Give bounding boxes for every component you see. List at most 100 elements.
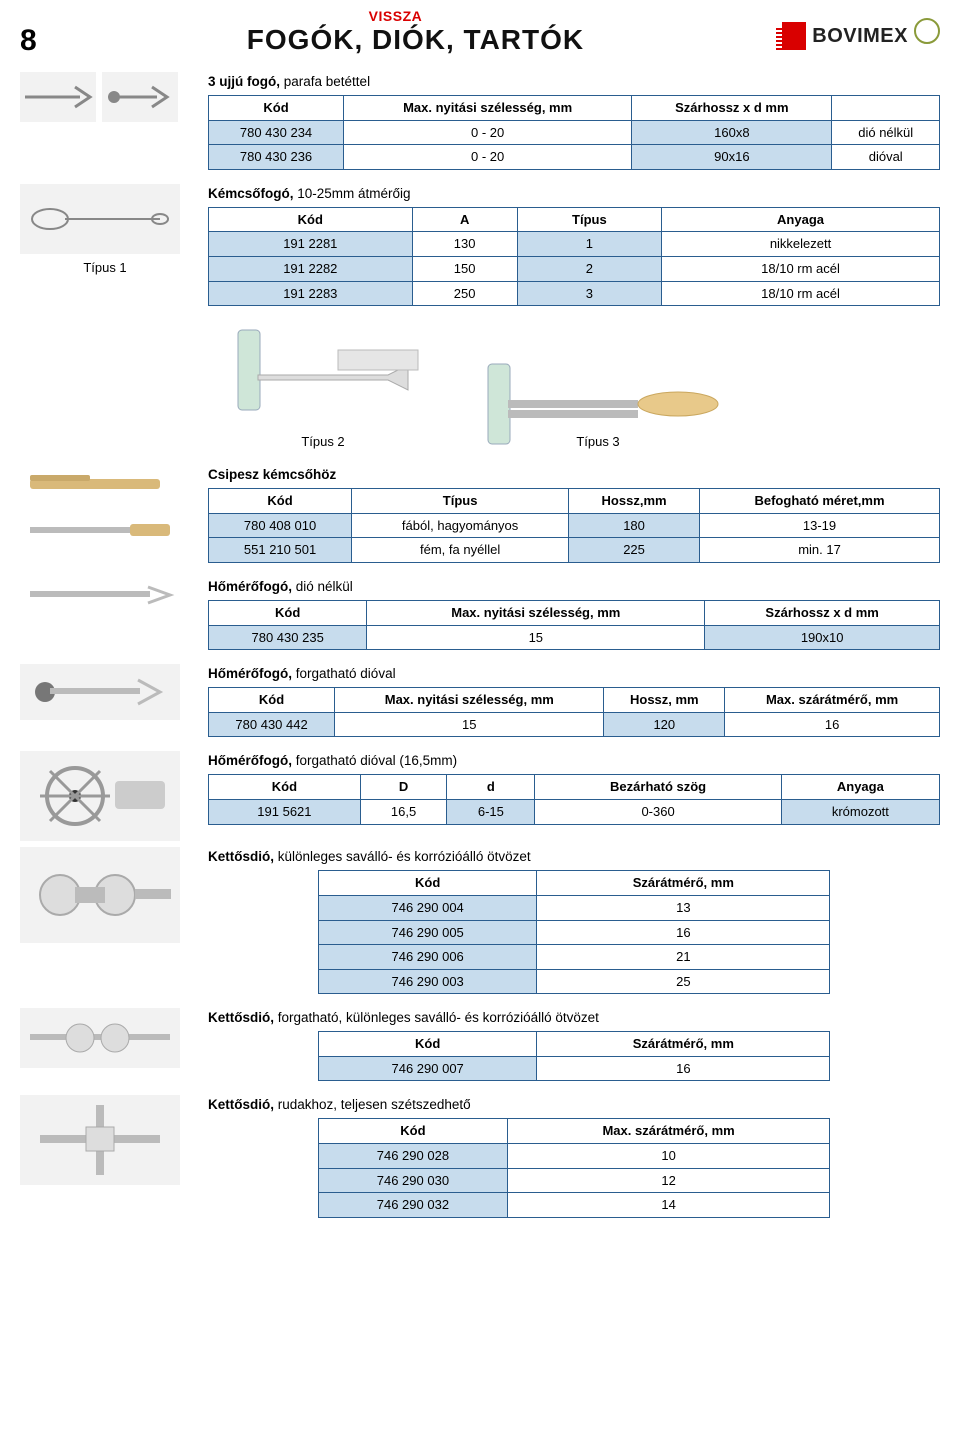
- table-cell: 18/10 rm acél: [662, 256, 940, 281]
- table-cell: 746 290 003: [318, 969, 537, 994]
- section-title: Hőmérőfogó, dió nélkül: [208, 579, 940, 594]
- col-header: Szárhossz x d mm: [705, 600, 940, 625]
- type-label: Típus 2: [208, 434, 438, 449]
- col-header: Kód: [209, 688, 335, 713]
- col-header: Kód: [209, 96, 344, 121]
- section-title: Hőmérőfogó, forgatható dióval: [208, 666, 940, 681]
- table-cell: 25: [537, 969, 830, 994]
- table-cell: 3: [517, 281, 661, 306]
- table-cell: 191 5621: [209, 799, 361, 824]
- col-header: Kód: [318, 1119, 507, 1144]
- table-cell: fém, fa nyéllel: [352, 538, 569, 563]
- table-cell: 746 290 007: [318, 1056, 537, 1081]
- col-header: Típus: [517, 207, 661, 232]
- product-thumb: [102, 72, 178, 122]
- col-header: Max. nyitási szélesség, mm: [335, 688, 604, 713]
- table-cell: 746 290 028: [318, 1144, 507, 1169]
- col-header: Kód: [209, 207, 413, 232]
- table-cell: 12: [508, 1168, 830, 1193]
- table-cell: 10: [508, 1144, 830, 1169]
- table-cell: 746 290 004: [318, 895, 537, 920]
- table-cell: 250: [412, 281, 517, 306]
- table-cell: fából, hagyományos: [352, 513, 569, 538]
- table-cell: 191 2282: [209, 256, 413, 281]
- table-cell: 130: [412, 232, 517, 257]
- col-header: Max. szárátmérő, mm: [725, 688, 940, 713]
- col-header: Max. nyitási szélesség, mm: [367, 600, 705, 625]
- col-header: Anyaga: [781, 775, 939, 800]
- table-s5: Kód Max. nyitási szélesség, mm Hossz, mm…: [208, 687, 940, 737]
- table-cell: 551 210 501: [209, 538, 352, 563]
- table-cell: 16: [537, 1056, 830, 1081]
- product-thumb: [20, 184, 180, 254]
- product-thumb: Típus 2: [208, 320, 438, 449]
- back-link[interactable]: VISSZA: [369, 8, 423, 24]
- product-thumb: Típus 3: [468, 354, 728, 449]
- col-header: Max. nyitási szélesség, mm: [344, 96, 632, 121]
- col-header: Kód: [209, 775, 361, 800]
- table-cell: 90x16: [632, 145, 832, 170]
- table-cell: 780 430 234: [209, 120, 344, 145]
- col-header: D: [360, 775, 447, 800]
- section-title: Hőmérőfogó, forgatható dióval (16,5mm): [208, 753, 940, 768]
- table-cell: 160x8: [632, 120, 832, 145]
- table-cell: 0 - 20: [344, 120, 632, 145]
- col-header: Anyaga: [662, 207, 940, 232]
- table-cell: 15: [367, 625, 705, 650]
- product-thumb: [20, 1008, 180, 1068]
- page-number: 8: [20, 26, 37, 56]
- table-cell: 746 290 005: [318, 920, 537, 945]
- table-cell: 13-19: [700, 513, 940, 538]
- section-title: Kettősdió, forgatható, különleges saváll…: [208, 1010, 940, 1025]
- col-header: Kód: [209, 489, 352, 514]
- col-header: [832, 96, 940, 121]
- table-cell: 15: [335, 712, 604, 737]
- table-cell: krómozott: [781, 799, 939, 824]
- product-thumb: [20, 1095, 180, 1185]
- table-cell: 780 430 235: [209, 625, 367, 650]
- table-cell: 746 290 032: [318, 1193, 507, 1218]
- section-title: 3 ujjú fogó, parafa betéttel: [208, 74, 940, 89]
- table-cell: dióval: [832, 145, 940, 170]
- product-thumb: [20, 72, 96, 122]
- table-cell: 190x10: [705, 625, 940, 650]
- table-s8: Kód Szárátmérő, mm 746 290 00716: [318, 1031, 830, 1081]
- table-cell: dió nélkül: [832, 120, 940, 145]
- table-cell: 191 2281: [209, 232, 413, 257]
- product-thumb: [20, 577, 180, 613]
- brand-logo-icon: [782, 22, 806, 50]
- table-s9: Kód Max. szárátmérő, mm 746 290 02810 74…: [318, 1118, 830, 1217]
- table-cell: nikkelezett: [662, 232, 940, 257]
- table-cell: 6-15: [447, 799, 535, 824]
- col-header: Hossz,mm: [569, 489, 700, 514]
- table-s6: Kód D d Bezárható szög Anyaga 191 5621 1…: [208, 774, 940, 824]
- table-cell: 180: [569, 513, 700, 538]
- table-cell: 2: [517, 256, 661, 281]
- seal-icon: [914, 18, 940, 44]
- table-s4: Kód Max. nyitási szélesség, mm Szárhossz…: [208, 600, 940, 650]
- table-s3: Kód Típus Hossz,mm Befogható méret,mm 78…: [208, 488, 940, 563]
- product-thumb: [20, 465, 180, 505]
- page-header: 8 VISSZA FOGÓK, DIÓK, TARTÓK BOVIMEX: [20, 8, 940, 56]
- table-cell: 150: [412, 256, 517, 281]
- table-cell: 120: [604, 712, 725, 737]
- table-cell: 14: [508, 1193, 830, 1218]
- table-cell: 16: [725, 712, 940, 737]
- table-cell: 191 2283: [209, 281, 413, 306]
- col-header: d: [447, 775, 535, 800]
- col-header: Típus: [352, 489, 569, 514]
- col-header: Befogható méret,mm: [700, 489, 940, 514]
- table-cell: 746 290 006: [318, 945, 537, 970]
- section-title: Kémcsőfogó, 10-25mm átmérőig: [208, 186, 940, 201]
- product-thumb: [20, 751, 180, 841]
- table-cell: 18/10 rm acél: [662, 281, 940, 306]
- product-thumb: [20, 847, 180, 943]
- table-cell: 13: [537, 895, 830, 920]
- table-cell: 16,5: [360, 799, 447, 824]
- section-title: Csipesz kémcsőhöz: [208, 467, 940, 482]
- table-cell: 21: [537, 945, 830, 970]
- product-thumb: [20, 511, 180, 551]
- col-header: Szárátmérő, mm: [537, 871, 830, 896]
- section-title: Kettősdió, különleges saválló- és korróz…: [208, 849, 940, 864]
- col-header: Kód: [209, 600, 367, 625]
